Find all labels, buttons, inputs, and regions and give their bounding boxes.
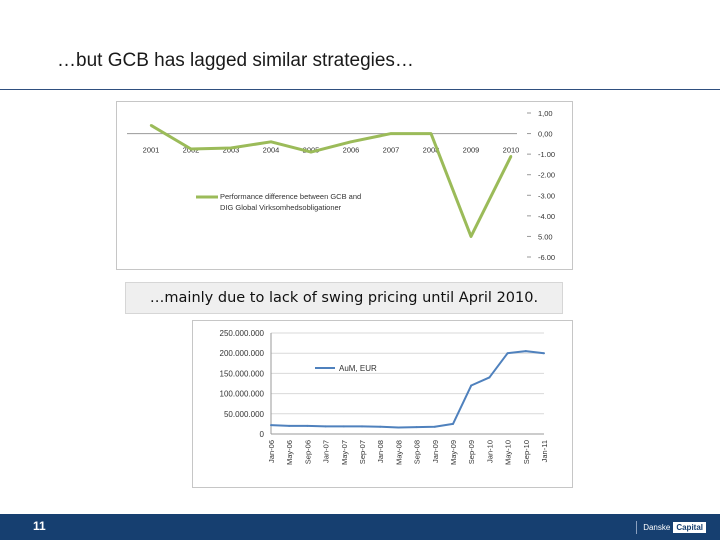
performance-difference-chart: 1,00 0,00 -1.00 -2.00 -3.00 -4.00 5.00 -6.00 200… — [116, 101, 573, 270]
data-point — [389, 132, 393, 135]
brand-separator — [636, 521, 638, 534]
x-tick-label: May-09 — [449, 440, 458, 465]
x-tick-label: May-06 — [285, 440, 294, 465]
data-point — [361, 425, 363, 428]
y-tick-label: -4.00 — [538, 212, 555, 221]
slide-title: …but GCB has lagged similar strategies… — [57, 50, 414, 71]
data-point — [379, 425, 382, 428]
x-tick-label: 2010 — [503, 146, 520, 155]
x-tick-label: 2001 — [143, 146, 160, 155]
y-tick-label: 50.000.000 — [224, 410, 265, 419]
data-point — [415, 426, 418, 429]
x-tick-label: 2005 — [303, 146, 320, 155]
legend-label: Performance difference between GCB and DI… — [220, 192, 361, 212]
data-point — [509, 155, 513, 158]
y-tick-label: -1.00 — [538, 150, 555, 159]
data-point — [433, 425, 436, 428]
data-point — [506, 352, 509, 355]
data-point — [149, 124, 153, 127]
y-tick-label: 250.000.000 — [220, 329, 265, 338]
data-point — [452, 422, 454, 425]
x-tick-label: 2009 — [463, 146, 480, 155]
page-number: 11 — [33, 519, 46, 533]
x-tick-label: Jan-07 — [322, 440, 331, 463]
y-tick-label: 150.000.000 — [220, 369, 265, 378]
brand-name: Danske — [643, 523, 671, 532]
legend-label: AuM, EUR — [339, 364, 377, 373]
data-point — [309, 150, 313, 154]
data-point — [543, 352, 545, 355]
title-divider — [0, 89, 720, 90]
y-tick-label: 5.00 — [538, 232, 553, 241]
x-tick-label: Jan-11 — [540, 440, 549, 462]
x-tick-label: Jan-09 — [431, 440, 440, 463]
y-tick-label: 0,00 — [538, 130, 553, 139]
aum-svg: 250.000.000 200.000.000 150.000.000 100.000… — [220, 329, 550, 465]
x-tick-label: May-10 — [504, 440, 513, 465]
brand-logo: Danske Capital — [636, 521, 706, 534]
data-point — [270, 424, 272, 427]
data-point — [470, 384, 473, 387]
series-line — [150, 124, 513, 238]
aum-chart: 250.000.000 200.000.000 150.000.000 100.000… — [192, 320, 573, 488]
y-tick-label: -2.00 — [538, 171, 555, 180]
x-tick-label: May-07 — [340, 440, 349, 465]
data-point — [488, 376, 491, 379]
x-tick-label: 2007 — [383, 146, 400, 155]
y-tick-label: -6.00 — [538, 253, 555, 262]
caption-box: …mainly due to lack of swing pricing unt… — [125, 282, 563, 314]
footer-bar: 11 Danske Capital — [0, 514, 720, 540]
performance-difference-svg: 1,00 0,00 -1.00 -2.00 -3.00 -4.00 5.00 -6.00 200… — [127, 109, 555, 262]
series-line — [270, 350, 545, 429]
x-tick-label: Sep-08 — [413, 440, 422, 464]
data-point — [469, 235, 473, 238]
data-point — [349, 140, 353, 143]
data-point — [524, 350, 527, 353]
data-point — [269, 140, 273, 143]
data-point — [189, 147, 193, 151]
brand-box-label: Capital — [673, 522, 706, 533]
x-tick-label: Sep-06 — [303, 440, 312, 464]
x-tick-label: May-08 — [394, 440, 403, 465]
data-point — [342, 425, 345, 428]
y-tick-label: 100.000.000 — [220, 390, 265, 399]
data-point — [306, 424, 309, 427]
data-point — [324, 425, 327, 428]
x-tick-label: Sep-07 — [358, 440, 367, 464]
x-tick-label: Sep-10 — [522, 440, 531, 464]
data-point — [288, 424, 291, 427]
data-point — [397, 426, 400, 429]
y-tick-label: -3.00 — [538, 191, 555, 200]
x-tick-label: Jan-06 — [267, 440, 276, 463]
x-tick-label: Jan-08 — [376, 440, 385, 463]
y-tick-label: 0 — [260, 430, 265, 439]
data-point — [429, 132, 433, 135]
x-tick-label: Sep-09 — [467, 440, 476, 464]
x-tick-label: Jan-10 — [485, 440, 494, 463]
data-point — [229, 146, 233, 150]
x-tick-label: 2004 — [263, 146, 280, 155]
x-tick-label: 2008 — [423, 146, 440, 155]
y-tick-label: 1,00 — [538, 109, 553, 118]
y-tick-label: 200.000.000 — [220, 349, 265, 358]
x-tick-label: 2006 — [343, 146, 360, 155]
x-tick-label: 2003 — [223, 146, 240, 155]
